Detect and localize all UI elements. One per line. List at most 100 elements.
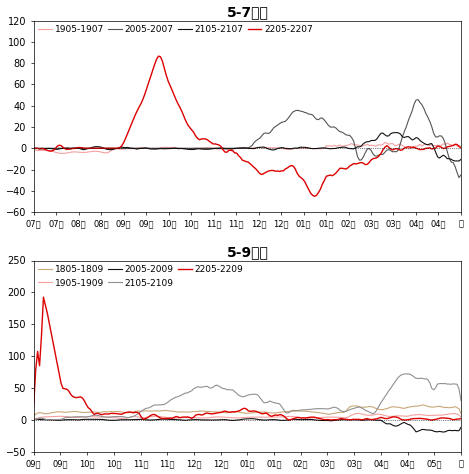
2105-2107 [452, 158, 458, 164]
2005-2007 [392, 149, 397, 155]
2105-2109 [158, 402, 163, 408]
2205-2207 [158, 54, 163, 60]
2105-2109 [31, 417, 37, 422]
2105-2107 [259, 145, 265, 150]
2105-2107 [392, 130, 397, 136]
Line: 2205-2209: 2205-2209 [34, 297, 461, 420]
2105-2107 [408, 135, 413, 141]
2105-2107 [415, 136, 421, 141]
1905-1907 [58, 151, 64, 156]
Title: 5-9价差: 5-9价差 [227, 246, 268, 259]
Line: 1905-1907: 1905-1907 [34, 143, 461, 154]
2005-2009 [250, 416, 255, 421]
2205-2209 [458, 416, 464, 421]
2205-2207 [156, 53, 161, 59]
2005-2009 [408, 422, 413, 428]
2205-2209 [158, 415, 163, 421]
2005-2009 [458, 425, 464, 430]
Line: 1805-1809: 1805-1809 [34, 405, 461, 417]
1805-1809 [259, 409, 265, 415]
2105-2109 [150, 403, 156, 409]
2205-2209 [429, 417, 434, 423]
2105-2109 [417, 375, 423, 381]
2105-2107 [156, 146, 161, 152]
1905-1907 [31, 146, 37, 152]
Line: 1905-1909: 1905-1909 [34, 413, 461, 419]
2105-2107 [31, 146, 37, 151]
2105-2109 [458, 398, 464, 403]
2005-2007 [415, 97, 421, 102]
1905-1907 [150, 146, 156, 152]
2105-2109 [394, 377, 400, 383]
2005-2009 [394, 423, 400, 429]
1905-1907 [158, 145, 163, 151]
Legend: 1805-1809, 1905-1909, 2005-2009, 2105-2109, 2205-2209: 1805-1809, 1905-1909, 2005-2009, 2105-21… [35, 261, 247, 291]
1805-1809 [156, 408, 161, 414]
2205-2207 [261, 171, 267, 176]
2205-2209 [31, 403, 37, 409]
1805-1809 [419, 402, 425, 408]
1905-1907 [417, 141, 423, 147]
2205-2207 [417, 147, 423, 153]
1905-1909 [31, 416, 37, 422]
Line: 2005-2007: 2005-2007 [34, 100, 461, 178]
2205-2207 [396, 146, 401, 152]
2005-2007 [156, 146, 161, 151]
1905-1907 [382, 140, 388, 146]
Line: 2105-2107: 2105-2107 [34, 133, 461, 161]
2205-2207 [312, 193, 318, 199]
2005-2009 [156, 417, 161, 422]
2005-2009 [31, 417, 37, 422]
2105-2109 [46, 417, 52, 423]
2005-2009 [148, 417, 153, 423]
2205-2209 [408, 416, 413, 422]
1905-1907 [409, 145, 415, 151]
Line: 2105-2109: 2105-2109 [34, 374, 461, 420]
1905-1909 [408, 413, 413, 419]
1905-1909 [394, 413, 400, 419]
2205-2209 [261, 411, 267, 417]
Line: 2005-2009: 2005-2009 [34, 419, 461, 432]
2005-2009 [261, 417, 267, 423]
1805-1809 [413, 403, 419, 409]
2105-2107 [394, 130, 400, 136]
1905-1909 [415, 412, 421, 418]
1905-1907 [261, 145, 267, 151]
2005-2007 [406, 118, 411, 124]
2105-2109 [406, 371, 411, 377]
1905-1909 [458, 414, 464, 420]
2005-2007 [456, 175, 462, 181]
2005-2007 [148, 146, 153, 151]
1805-1809 [31, 414, 37, 419]
1905-1909 [148, 414, 153, 419]
2205-2209 [394, 414, 400, 420]
Title: 5-7价差: 5-7价差 [227, 6, 268, 19]
2205-2209 [150, 411, 156, 417]
1805-1809 [458, 410, 464, 416]
2205-2207 [458, 145, 464, 151]
Line: 2205-2207: 2205-2207 [34, 56, 461, 196]
1805-1809 [406, 404, 411, 410]
2205-2207 [409, 145, 415, 150]
1905-1909 [259, 414, 265, 420]
1805-1809 [148, 408, 153, 414]
Legend: 1905-1907, 2005-2007, 2105-2107, 2205-2207: 1905-1907, 2005-2007, 2105-2107, 2205-22… [35, 22, 317, 38]
2005-2009 [415, 428, 421, 434]
2205-2207 [148, 73, 153, 79]
2205-2209 [41, 294, 46, 300]
2005-2009 [440, 429, 446, 435]
2105-2109 [261, 400, 267, 406]
1905-1909 [156, 413, 161, 419]
1905-1907 [396, 141, 401, 147]
2005-2007 [413, 97, 419, 103]
2005-2007 [458, 172, 464, 178]
2205-2209 [415, 416, 421, 421]
2105-2107 [458, 156, 464, 162]
1905-1909 [357, 410, 363, 416]
1905-1907 [458, 143, 464, 149]
2105-2109 [409, 373, 415, 378]
2005-2007 [259, 133, 265, 138]
1805-1809 [392, 404, 397, 410]
2105-2107 [148, 146, 153, 152]
2005-2007 [31, 146, 37, 151]
